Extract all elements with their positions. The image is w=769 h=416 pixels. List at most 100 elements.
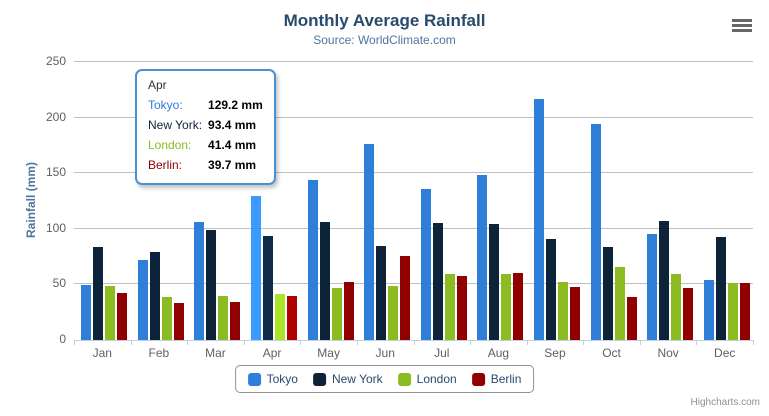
axis-tick (526, 341, 528, 345)
bar-tokyo[interactable] (533, 99, 544, 340)
axis-tick (187, 341, 189, 345)
tooltip-series-name: New York: (148, 118, 203, 132)
chart-subtitle: Source: WorldClimate.com (313, 33, 456, 47)
bar-tokyo[interactable] (81, 284, 92, 340)
tooltip-series-value: 39.7 mm (208, 158, 257, 172)
bar-tokyo[interactable] (420, 189, 431, 340)
hamburger-icon (732, 19, 753, 32)
x-axis-label: Jan (92, 346, 112, 360)
bar-berlin[interactable] (230, 301, 241, 340)
bar-tokyo[interactable] (364, 144, 375, 340)
bar-tokyo[interactable] (307, 179, 318, 340)
bar-london[interactable] (501, 273, 512, 340)
legend-item-tokyo[interactable]: Tokyo (247, 372, 298, 386)
bar-new-york[interactable] (376, 246, 387, 340)
x-axis-label: Dec (714, 346, 736, 360)
x-axis-label: Nov (657, 346, 679, 360)
bar-new-york[interactable] (545, 238, 556, 340)
x-axis-label: Apr (262, 346, 282, 360)
bar-new-york[interactable] (489, 224, 500, 340)
bar-london[interactable] (388, 286, 399, 340)
bar-berlin[interactable] (456, 276, 467, 340)
gridline (74, 283, 753, 285)
legend-symbol (247, 372, 261, 386)
bar-berlin[interactable] (287, 295, 298, 340)
tooltip-series-value: 93.4 mm (208, 118, 257, 132)
tooltip-series-value: 129.2 mm (208, 98, 263, 112)
bar-london[interactable] (218, 296, 229, 340)
tooltip-row: London: 41.4 mm (148, 135, 263, 155)
tooltip-series-name: Berlin: (148, 158, 183, 172)
bar-berlin[interactable] (117, 292, 128, 340)
bar-london[interactable] (331, 287, 342, 340)
y-axis-label: 250 (45, 54, 66, 68)
export-menu-button[interactable] (732, 19, 753, 33)
bar-berlin[interactable] (513, 272, 524, 340)
x-axis-label: Jul (434, 346, 450, 360)
tooltip-row: New York: 93.4 mm (148, 115, 263, 135)
bar-new-york[interactable] (432, 223, 443, 340)
axis-tick (356, 341, 358, 345)
bar-london[interactable] (614, 267, 625, 340)
bar-tokyo[interactable] (703, 279, 714, 340)
tooltip-rows: Tokyo: 129.2 mm New York: 93.4 mm London: 41.… (148, 95, 263, 175)
x-axis-label: May (317, 346, 340, 360)
bar-new-york[interactable] (659, 221, 670, 340)
gridline (74, 227, 753, 229)
bar-london[interactable] (105, 285, 116, 340)
bar-berlin[interactable] (569, 287, 580, 340)
axis-tick (583, 341, 585, 345)
bar-tokyo[interactable] (251, 196, 262, 340)
y-axis-label: 200 (45, 109, 66, 124)
bar-new-york[interactable] (263, 236, 274, 340)
bar-berlin[interactable] (343, 281, 354, 340)
chart-title: Monthly Average Rainfall (283, 11, 486, 30)
legend-item-london[interactable]: London (397, 372, 457, 386)
bar-new-york[interactable] (715, 237, 726, 340)
bar-london[interactable] (161, 296, 172, 340)
tooltip: Apr Tokyo: 129.2 mm New York: 93.4 mm London… (135, 69, 276, 185)
axis-tick (753, 341, 754, 345)
bar-new-york[interactable] (93, 247, 104, 340)
axis-tick (696, 341, 698, 345)
bar-london[interactable] (557, 281, 568, 340)
bar-tokyo[interactable] (137, 260, 148, 340)
bar-berlin[interactable] (400, 256, 411, 340)
tooltip-series-value: 41.4 mm (208, 138, 257, 152)
bar-tokyo[interactable] (590, 124, 601, 340)
bar-berlin[interactable] (626, 296, 637, 340)
legend-label: Tokyo (266, 372, 298, 386)
bar-london[interactable] (727, 283, 738, 340)
bar-berlin[interactable] (739, 283, 750, 340)
y-axis-label: 0 (59, 332, 66, 346)
axis-tick (243, 341, 245, 345)
axis-tick (639, 341, 641, 345)
credits-link[interactable]: Highcharts.com (690, 397, 760, 408)
legend-symbol (312, 372, 326, 386)
bar-berlin[interactable] (683, 287, 694, 340)
legend: Tokyo New York London Berlin (234, 365, 535, 393)
axis-tick (74, 341, 75, 345)
bar-berlin[interactable] (173, 303, 184, 340)
bar-london[interactable] (275, 293, 286, 340)
bar-london[interactable] (444, 274, 455, 340)
bar-tokyo[interactable] (194, 221, 205, 340)
x-axis-label: Sep (544, 346, 566, 360)
tooltip-row: Berlin: 39.7 mm (148, 155, 263, 175)
bar-new-york[interactable] (602, 247, 613, 340)
bar-london[interactable] (671, 274, 682, 340)
bar-new-york[interactable] (206, 230, 217, 340)
gridline (74, 61, 753, 62)
y-axis-label: 100 (45, 220, 66, 235)
tooltip-row: Tokyo: 129.2 mm (148, 95, 263, 115)
bar-tokyo[interactable] (647, 233, 658, 340)
tooltip-series-name: Tokyo: (148, 98, 183, 112)
legend-item-berlin[interactable]: Berlin (471, 372, 521, 386)
axis-tick (470, 341, 472, 345)
bar-new-york[interactable] (319, 222, 330, 340)
legend-item-new-york[interactable]: New York (312, 372, 383, 386)
bar-tokyo[interactable] (477, 174, 488, 340)
bar-new-york[interactable] (149, 252, 160, 340)
axis-tick (130, 341, 132, 345)
axis-tick (300, 341, 302, 345)
